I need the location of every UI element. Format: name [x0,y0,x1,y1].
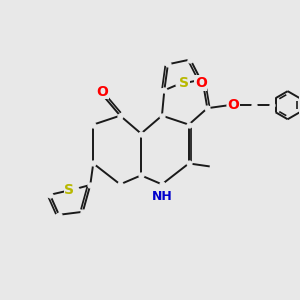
Text: O: O [96,85,108,99]
Text: O: O [195,76,207,90]
Text: S: S [64,183,74,197]
Text: S: S [179,76,189,90]
Text: NH: NH [152,190,172,203]
Text: O: O [227,98,239,112]
